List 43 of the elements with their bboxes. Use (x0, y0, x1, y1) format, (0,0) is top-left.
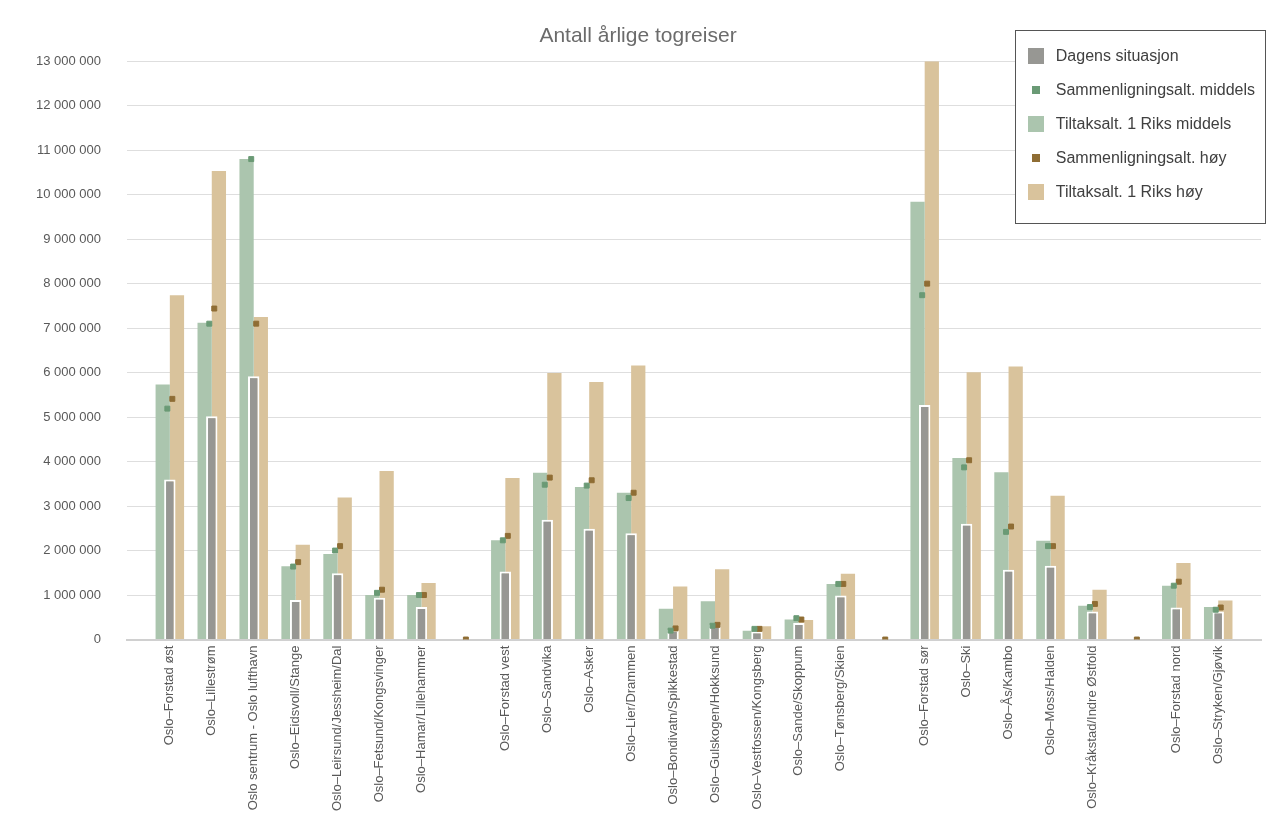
chart-title: Antall årlige togreiser (539, 23, 737, 47)
y-tick-label: 9 000 000 (43, 230, 102, 246)
x-tick-label: Oslo–Gulskogen/Hokksund (706, 645, 722, 804)
x-tick-label: Oslo–Forstad nord (1167, 645, 1183, 754)
x-tick-label: Oslo–Kråkstad/Indre Østfold (1084, 645, 1099, 809)
x-tick-label: Oslo–Bondivatn/Spikkestad (664, 645, 680, 805)
y-tick-label: 3 000 000 (43, 497, 102, 513)
x-tick-label: Oslo–Ås/Kambo (1000, 645, 1016, 740)
legend-label: Sammenligningsalt. høy (1055, 149, 1227, 167)
y-tick-label: 1 000 000 (43, 586, 102, 602)
x-tick-label: Oslo–Tønsberg/Skien (832, 645, 848, 772)
legend-label: Tiltaksalt. 1 Riks høy (1055, 183, 1203, 201)
legend-label: Sammenligningsalt. middels (1055, 81, 1255, 99)
legend-label: Dagens situasjon (1055, 47, 1179, 65)
y-tick-label: 0 (93, 631, 102, 647)
y-tick-label: 8 000 000 (43, 275, 102, 291)
y-tick-label: 5 000 000 (43, 408, 102, 424)
x-tick-label: Oslo–Asker (580, 644, 596, 713)
x-tick-label: Oslo–Forstad øst (161, 645, 177, 746)
x-tick-label: Oslo–Vestfossen/Kongsberg (748, 645, 764, 810)
y-tick-label: 2 000 000 (43, 542, 102, 558)
x-tick-label: Oslo–Lier/Drammen (622, 645, 638, 762)
x-tick-label: Oslo–Lillestrøm (203, 645, 219, 736)
x-tick-label: Oslo–Sande/Skoppum (790, 645, 806, 776)
y-tick-label: 11 000 000 (36, 141, 102, 157)
x-tick-label: Oslo–Fetsund/Kongsvinger (371, 644, 387, 803)
x-tick-label: Oslo–Stryken/Gjøvik (1209, 645, 1225, 765)
y-tick-label: 6 000 000 (43, 364, 102, 380)
x-tick-label: Oslo–Forstad sør (916, 644, 932, 746)
x-tick-label: Oslo–Eidsvoll/Stange (287, 645, 303, 770)
y-tick-label: 4 000 000 (43, 453, 102, 469)
y-tick-label: 12 000 000 (35, 97, 102, 113)
x-tick-label: Oslo–Moss/Halden (1042, 645, 1058, 756)
x-tick-label: Oslo–Sandvika (538, 644, 554, 733)
x-tick-label: Oslo–Forstad vest (496, 645, 512, 752)
y-tick-label: 13 000 000 (35, 52, 102, 68)
y-tick-label: 7 000 000 (43, 319, 102, 335)
x-tick-label: Oslo–Leirsund/Jessheim/Dal (329, 645, 345, 811)
x-tick-label: Oslo sentrum - Oslo lufthavn (245, 645, 261, 811)
x-tick-label: Oslo–Hamar/Lillehammer (413, 644, 429, 793)
y-tick-label: 10 000 000 (35, 186, 102, 202)
legend-label: Tiltaksalt. 1 Riks middels (1055, 115, 1232, 133)
x-tick-label: Oslo–Ski (958, 645, 974, 698)
